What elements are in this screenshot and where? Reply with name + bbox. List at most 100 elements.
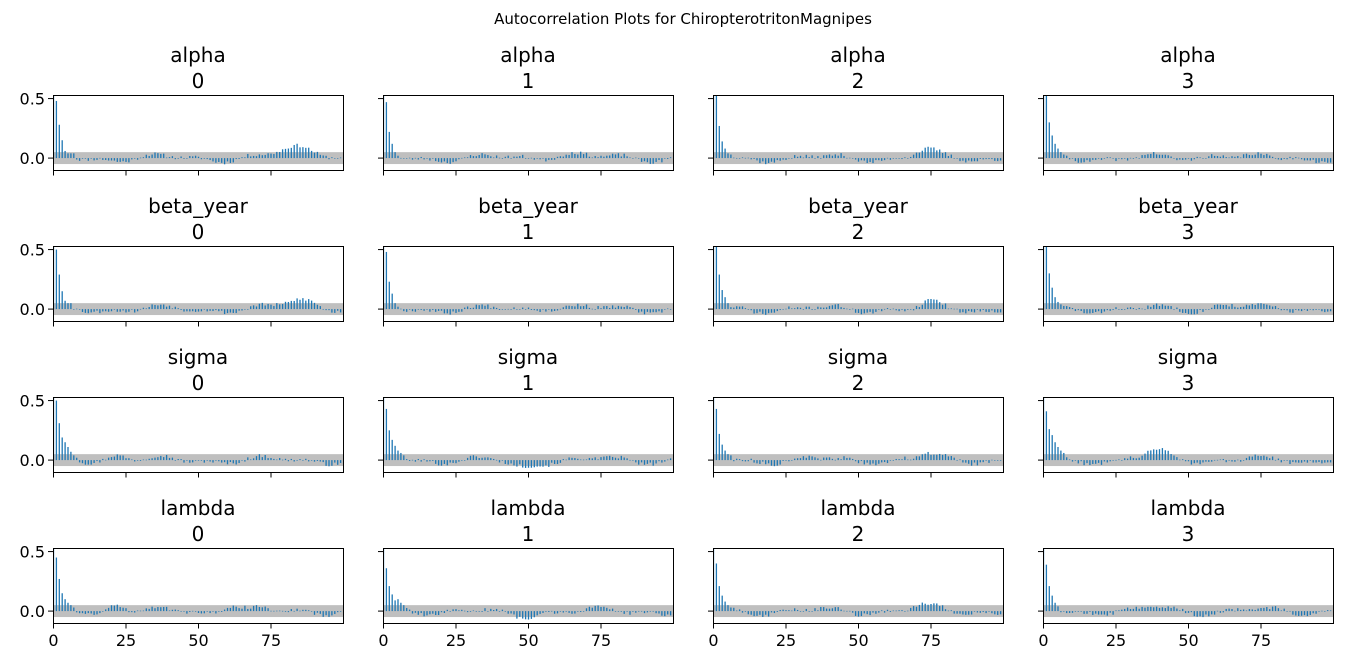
ac-bar xyxy=(1234,306,1236,310)
ac-bar xyxy=(481,153,483,159)
ac-bar xyxy=(591,157,593,159)
ac-bar xyxy=(1077,158,1079,163)
ac-bar xyxy=(1321,610,1323,612)
ac-bar xyxy=(999,158,1002,161)
ac-bar xyxy=(87,611,89,614)
ac-bar xyxy=(1260,607,1262,612)
ac-bar xyxy=(542,158,544,159)
ac-bar xyxy=(895,458,897,461)
ac-bar xyxy=(90,309,92,313)
ac-bar xyxy=(429,611,431,615)
ac-bar xyxy=(1190,158,1193,161)
ac-bar xyxy=(788,610,790,612)
ac-bar xyxy=(854,158,857,160)
ac-bar xyxy=(180,611,182,612)
ac-bar xyxy=(846,157,848,159)
ac-bar xyxy=(866,158,868,164)
ac-bar xyxy=(658,611,660,614)
ac-bar xyxy=(1193,158,1195,160)
ac-bar xyxy=(854,611,857,616)
ac-bar xyxy=(238,158,240,159)
ac-bar xyxy=(1312,158,1314,160)
ac-bar xyxy=(869,460,871,465)
ac-bar xyxy=(1074,460,1077,461)
ac-bar xyxy=(811,456,813,461)
ac-bar xyxy=(501,158,504,159)
ac-bar xyxy=(337,309,339,311)
ac-bar xyxy=(533,309,535,311)
ac-bar xyxy=(1329,309,1332,312)
ac-bar xyxy=(1237,156,1239,159)
ac-bar xyxy=(487,155,489,159)
ac-bar xyxy=(241,608,243,612)
ac-bar xyxy=(962,460,964,463)
ac-bar xyxy=(994,158,996,161)
figure-title: Autocorrelation Plots for Chiropterotrit… xyxy=(494,10,872,28)
ac-bar xyxy=(976,460,979,466)
ac-bar xyxy=(1144,308,1146,310)
panel-title-chain: 1 xyxy=(522,522,535,546)
ac-bar xyxy=(157,607,159,612)
ac-bar xyxy=(585,459,588,461)
ac-bar xyxy=(420,309,422,310)
ac-bar xyxy=(536,611,538,616)
ac-bar xyxy=(823,457,825,461)
ac-bar xyxy=(1170,306,1172,310)
ac-bar xyxy=(157,457,159,461)
ac-bar xyxy=(1176,608,1178,612)
ac-bar xyxy=(403,309,405,312)
ac-bar xyxy=(779,460,781,465)
ac-bar xyxy=(669,458,672,461)
ac-bar xyxy=(834,304,836,310)
ac-bar xyxy=(568,154,570,159)
ac-bar xyxy=(400,452,402,461)
ac-bar xyxy=(105,309,107,312)
ac-bar xyxy=(1208,309,1210,310)
ac-bar xyxy=(762,460,764,462)
ac-bar xyxy=(1057,447,1059,461)
ac-bar xyxy=(1115,158,1117,162)
ac-bar xyxy=(235,158,237,160)
ac-bar xyxy=(1135,606,1137,612)
ac-bar xyxy=(849,309,851,310)
x-tick-label: 25 xyxy=(446,631,466,650)
ac-bar xyxy=(976,158,979,162)
ac-bar xyxy=(643,158,646,162)
ac-bar xyxy=(316,304,319,310)
ac-bar xyxy=(90,611,92,614)
ac-bar xyxy=(84,611,87,614)
ac-bar xyxy=(1112,611,1114,615)
ac-bar xyxy=(759,309,761,312)
ac-bar xyxy=(449,158,451,164)
ac-bar xyxy=(1048,273,1050,310)
ac-bar xyxy=(1141,308,1143,310)
ac-bar xyxy=(614,457,617,461)
ac-bar xyxy=(1240,460,1242,462)
ac-bar xyxy=(915,606,918,612)
ac-bar xyxy=(574,153,576,159)
ac-bar xyxy=(591,308,593,310)
ac-bar xyxy=(733,460,735,462)
ac-bar xyxy=(863,460,865,465)
ac-bar xyxy=(1306,158,1309,161)
ac-bar xyxy=(863,611,865,614)
ac-bar xyxy=(414,460,417,462)
ac-bar xyxy=(426,158,428,159)
ac-bar xyxy=(640,460,643,463)
ac-bar xyxy=(1153,152,1155,159)
ac-bar xyxy=(180,309,182,310)
ac-bar xyxy=(264,455,266,461)
ac-bar xyxy=(1060,152,1062,159)
ac-bar xyxy=(235,606,237,612)
ac-bar xyxy=(661,158,663,163)
ac-bar xyxy=(385,568,388,612)
ac-bar xyxy=(577,303,579,310)
ac-bar xyxy=(1045,95,1048,159)
ac-bar xyxy=(64,599,66,612)
ac-bar xyxy=(1271,156,1274,159)
ac-bar xyxy=(907,610,909,612)
ac-bar xyxy=(466,306,469,310)
ac-bar xyxy=(136,309,139,312)
ac-bar xyxy=(331,309,333,313)
ac-bar xyxy=(1179,610,1181,612)
